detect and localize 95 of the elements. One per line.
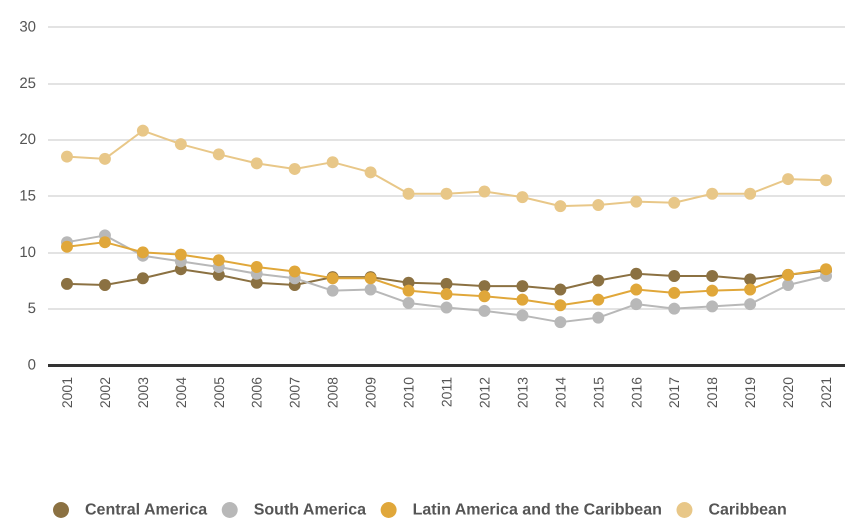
y-tick-label: 15 <box>19 188 36 204</box>
point <box>98 279 111 292</box>
point <box>668 270 680 282</box>
point <box>98 236 111 248</box>
x-tick-label: 2013 <box>514 376 530 408</box>
point <box>744 188 756 200</box>
point <box>212 148 225 160</box>
point <box>554 316 566 328</box>
point <box>250 157 263 170</box>
point <box>744 284 756 296</box>
point <box>402 297 415 310</box>
x-tick-label: 2010 <box>400 376 417 408</box>
point <box>706 188 718 200</box>
x-tick-label: 2009 <box>362 376 379 408</box>
x-tick-label: 2011 <box>438 376 454 408</box>
legend-label: Latin America and the Caribbean <box>412 502 662 518</box>
point <box>630 298 642 310</box>
x-tick-label: 2017 <box>666 376 682 408</box>
point <box>554 200 566 212</box>
x-tick-label: 2019 <box>742 376 758 408</box>
legend-label: South America <box>254 502 366 518</box>
point <box>326 284 339 297</box>
point <box>782 279 794 292</box>
y-tick-label: 20 <box>19 131 36 148</box>
point <box>744 273 756 286</box>
point <box>288 265 301 278</box>
point <box>440 288 452 300</box>
x-tick-label: 2004 <box>172 376 189 408</box>
point <box>592 294 604 306</box>
point <box>478 304 490 317</box>
point <box>744 298 756 310</box>
point <box>440 302 452 314</box>
x-tick-label: 2003 <box>134 376 151 408</box>
point <box>60 150 73 163</box>
point <box>706 300 718 312</box>
y-tick-label: 25 <box>19 74 36 92</box>
x-tick-label: 2012 <box>476 376 492 408</box>
x-tick-label: 2002 <box>96 376 113 408</box>
x-tick-label: 2006 <box>248 376 265 408</box>
x-tick-label: 2018 <box>704 376 720 408</box>
point <box>668 196 680 209</box>
point <box>516 280 528 292</box>
point <box>136 246 149 258</box>
point <box>630 268 642 280</box>
point <box>174 138 187 150</box>
point <box>326 156 339 168</box>
point <box>60 278 73 290</box>
point <box>554 299 566 312</box>
point <box>250 260 263 273</box>
point <box>212 254 225 266</box>
point <box>440 278 452 290</box>
point <box>478 185 490 198</box>
x-tick-label: 2008 <box>324 376 341 408</box>
x-tick-label: 2015 <box>590 376 606 408</box>
x-tick-label: 2021 <box>818 376 834 408</box>
point <box>440 188 452 200</box>
point <box>554 284 566 296</box>
point <box>706 284 718 297</box>
x-tick-label: 2001 <box>58 376 75 408</box>
point <box>592 274 604 286</box>
y-tick-label: 0 <box>28 356 36 374</box>
point <box>364 166 377 178</box>
y-tick-label: 10 <box>19 244 36 261</box>
point <box>668 302 680 315</box>
point <box>98 152 111 165</box>
x-tick-label: 2016 <box>628 376 644 408</box>
point <box>516 309 528 322</box>
point <box>174 248 187 261</box>
legend-label: Caribbean <box>708 502 787 518</box>
legend-label: Central America <box>85 502 208 518</box>
point <box>782 173 794 186</box>
point <box>668 286 680 299</box>
point <box>478 290 490 302</box>
point <box>706 270 718 282</box>
point <box>402 188 415 200</box>
x-tick-label: 2020 <box>780 376 796 408</box>
point <box>288 162 301 175</box>
y-tick-label: 5 <box>28 300 36 318</box>
point <box>60 240 73 253</box>
point <box>516 191 528 204</box>
point <box>402 284 415 297</box>
point <box>136 272 149 284</box>
x-tick-label: 2014 <box>552 376 568 408</box>
point <box>592 312 604 324</box>
point <box>364 284 377 296</box>
point <box>136 124 149 137</box>
point <box>630 196 642 208</box>
point <box>478 280 490 292</box>
point <box>630 284 642 296</box>
x-tick-label: 2007 <box>286 376 303 408</box>
y-tick-label: 30 <box>19 18 36 36</box>
point <box>820 174 832 186</box>
point <box>516 294 528 306</box>
point <box>592 199 604 212</box>
x-tick-label: 2005 <box>210 376 227 408</box>
